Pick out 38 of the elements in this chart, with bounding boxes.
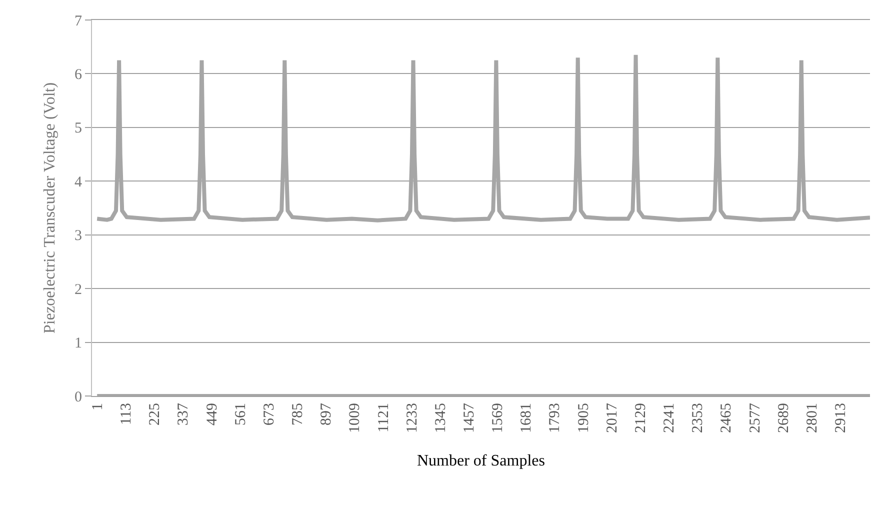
x-tick-label: 1905 bbox=[576, 403, 592, 433]
x-tick-label: 1009 bbox=[347, 403, 364, 433]
x-tick-label: 2465 bbox=[718, 403, 735, 433]
y-tick-label: 3 bbox=[74, 228, 82, 244]
x-tick-label: 673 bbox=[261, 403, 278, 426]
x-tick-label: 1233 bbox=[404, 403, 420, 433]
x-tick-label: 1345 bbox=[432, 403, 449, 433]
line-series bbox=[95, 52, 870, 222]
x-tick-label: 561 bbox=[232, 403, 249, 426]
x-tick-label: 1121 bbox=[376, 403, 392, 432]
x-tick-label: 2129 bbox=[632, 403, 649, 433]
x-tick-label: 2689 bbox=[776, 403, 792, 433]
x-tick-label: 2353 bbox=[690, 403, 706, 433]
x-tick-label: 897 bbox=[318, 402, 335, 426]
x-tick-label: 1 bbox=[90, 403, 106, 410]
x-tick-label: 113 bbox=[118, 403, 135, 425]
x-tick-label: 1793 bbox=[547, 403, 564, 433]
x-tick-label: 2017 bbox=[604, 402, 620, 433]
x-axis-title: Number of Samples bbox=[417, 452, 545, 470]
y-tick-label: 0 bbox=[74, 389, 82, 406]
y-axis-title: Piezoelectric Transcuder Voltage (Volt) bbox=[41, 82, 58, 334]
x-tick-label: 2913 bbox=[833, 403, 850, 433]
x-tick-label: 1457 bbox=[461, 402, 478, 433]
y-tick-label: 7 bbox=[74, 13, 82, 30]
x-tick-label: 449 bbox=[204, 403, 220, 426]
x-tick-label: 1569 bbox=[490, 403, 506, 433]
y-tick-label: 2 bbox=[74, 282, 82, 298]
y-tick-label: 5 bbox=[74, 120, 82, 137]
x-tick-label: 225 bbox=[147, 403, 164, 426]
x-tick-label: 2241 bbox=[662, 403, 678, 433]
y-tick-label: 1 bbox=[74, 336, 82, 352]
x-tick-label: 2577 bbox=[747, 402, 764, 433]
x-tick-label: 2801 bbox=[804, 403, 820, 433]
y-tick-label: 6 bbox=[74, 66, 82, 83]
x-tick-label: 785 bbox=[290, 403, 306, 426]
x-tick-label: 337 bbox=[176, 402, 192, 426]
x-tick-label: 1681 bbox=[518, 403, 535, 433]
y-tick-label: 4 bbox=[74, 174, 82, 190]
